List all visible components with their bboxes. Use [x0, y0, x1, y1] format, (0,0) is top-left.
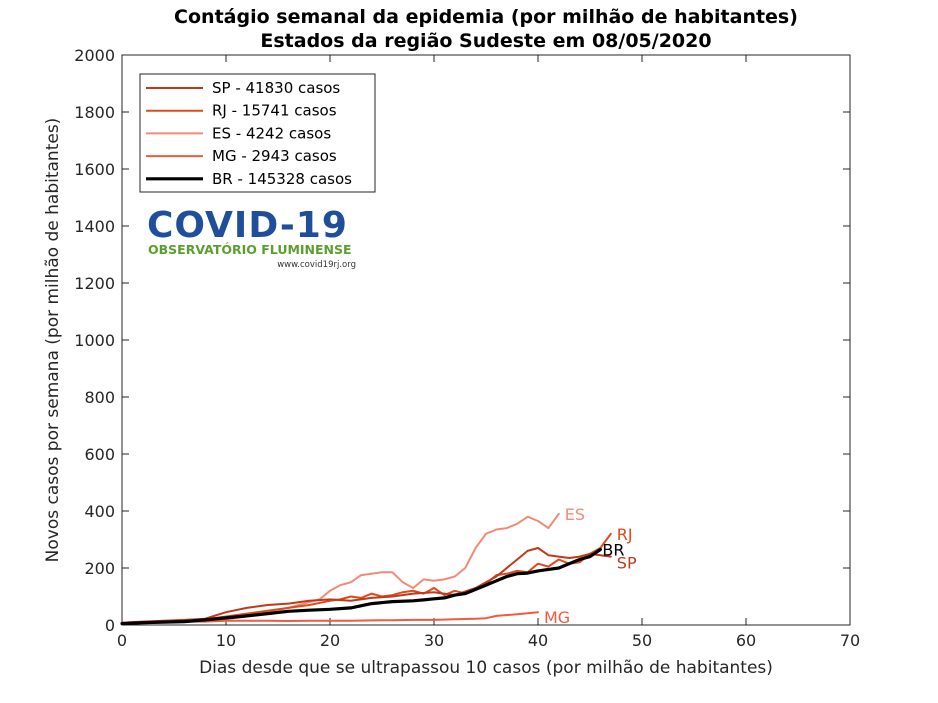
logo-subtitle: OBSERVATÓRIO FLUMINENSE [148, 242, 352, 257]
legend: SP - 41830 casos RJ - 15741 casos ES - 424… [139, 73, 376, 193]
logo-url: www.covid19rj.org [277, 260, 356, 270]
logo-title: COVID-19 [147, 205, 348, 246]
end-label-mg: MG [544, 608, 570, 627]
y-tick-label: 800 [84, 388, 115, 407]
x-axis-ticks: 0 10 20 30 40 50 60 70 [117, 55, 860, 650]
end-label-es: ES [565, 505, 585, 524]
legend-items: SP - 41830 casos RJ - 15741 casos ES - 424… [146, 79, 352, 188]
x-tick-label: 20 [320, 631, 340, 650]
chart-subtitle: Estados da região Sudeste em 08/05/2020 [260, 30, 711, 52]
x-tick-label: 70 [840, 631, 860, 650]
y-tick-label: 1000 [74, 331, 115, 350]
y-tick-label: 200 [84, 559, 115, 578]
y-tick-label: 1400 [74, 217, 115, 236]
legend-entry-br: BR - 145328 casos [212, 170, 352, 188]
y-axis-label: Novos casos por semana (por milhão de ha… [43, 118, 63, 563]
legend-entry-sp: SP - 41830 casos [212, 79, 340, 97]
y-tick-label: 1800 [74, 103, 115, 122]
y-axis-ticks: 0 200 400 600 800 1000 1200 1400 1600 1800 2000 [74, 46, 850, 635]
end-label-sp: SP [617, 554, 637, 573]
x-tick-label: 40 [528, 631, 548, 650]
chart-title: Contágio semanal da epidemia (por milhão… [174, 6, 798, 28]
series-layer [120, 512, 612, 626]
y-tick-label: 1200 [74, 274, 115, 293]
x-axis-label: Dias desde que se ultrapassou 10 casos (… [199, 658, 773, 678]
observatorio-logo: COVID-19 OBSERVATÓRIO FLUMINENSE www.cov… [147, 205, 356, 270]
legend-entry-es: ES - 4242 casos [212, 124, 331, 142]
series-line-rj [121, 532, 612, 625]
y-tick-label: 1600 [74, 160, 115, 179]
x-tick-label: 0 [117, 631, 127, 650]
x-tick-label: 30 [424, 631, 444, 650]
end-label-br: BR [602, 540, 624, 559]
x-tick-label: 60 [736, 631, 756, 650]
x-tick-label: 50 [632, 631, 652, 650]
series-line-sp [121, 547, 612, 624]
legend-entry-mg: MG - 2943 casos [212, 147, 337, 165]
y-tick-label: 0 [105, 616, 115, 635]
series-line-br [120, 547, 603, 626]
y-tick-label: 600 [84, 445, 115, 464]
legend-entry-rj: RJ - 15741 casos [212, 102, 337, 120]
end-label-rj: RJ [617, 525, 633, 544]
x-tick-label: 10 [216, 631, 236, 650]
y-tick-label: 400 [84, 502, 115, 521]
y-tick-label: 2000 [74, 46, 115, 65]
